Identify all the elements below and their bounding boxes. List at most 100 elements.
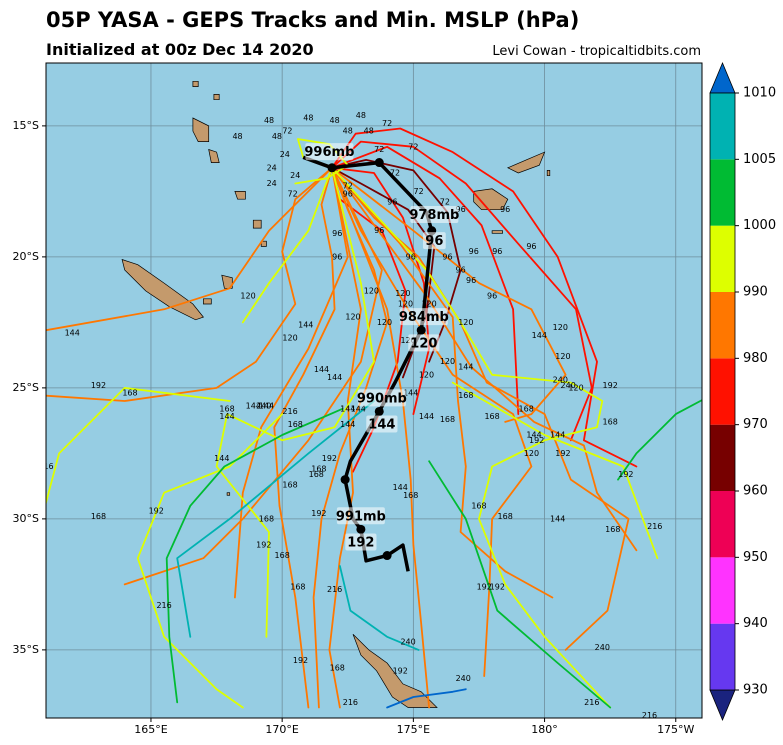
hour-label: 96 <box>455 205 465 214</box>
island <box>208 148 220 163</box>
mean-track-marker <box>327 163 337 173</box>
hour-label: 168 <box>311 465 326 474</box>
mean-track-label-text: 120 <box>410 336 437 351</box>
hour-label: 120 <box>421 300 436 309</box>
hour-label: 240 <box>240 724 255 733</box>
hour-label: 96 <box>406 252 416 261</box>
hour-label: 168 <box>403 491 418 500</box>
hour-label: 216 <box>38 462 53 471</box>
hour-label: 240 <box>595 643 610 652</box>
hour-label: 24 <box>290 171 300 180</box>
hour-label: 48 <box>232 132 242 141</box>
lon-tick-label: 165°E <box>134 723 167 736</box>
hour-label: 192 <box>175 737 190 745</box>
ensemble-track <box>331 166 567 423</box>
hour-label: 144 <box>458 362 473 371</box>
colorbar-label: 1010 <box>743 86 776 101</box>
hour-label: 216 <box>327 585 342 594</box>
ensemble-track <box>428 460 612 709</box>
mean-track-label-text: 996mb <box>304 145 354 160</box>
ensemble-track <box>46 166 333 402</box>
lat-tick-label: 15°S <box>13 119 39 132</box>
hour-label: 144 <box>65 328 80 337</box>
mean-track-label-box <box>366 415 398 433</box>
hour-label: 96 <box>332 252 342 261</box>
ensemble-track <box>386 688 467 709</box>
hour-label: 96 <box>374 226 384 235</box>
hour-label: 192 <box>393 666 408 675</box>
hour-label: 144 <box>259 402 274 411</box>
colorbar-segment <box>710 225 735 292</box>
hour-label: 168 <box>275 551 290 560</box>
mean-track-label-box <box>345 533 377 551</box>
hour-label: 96 <box>526 242 536 251</box>
hour-label: 72 <box>408 142 418 151</box>
land-layer <box>121 80 551 708</box>
mean-track-label: 978mb <box>409 205 459 223</box>
mean-track-label-text: 984mb <box>399 310 449 325</box>
hour-label: 48 <box>356 111 366 120</box>
chart-title: 05P YASA - GEPS Tracks and Min. MSLP (hP… <box>46 8 580 32</box>
hour-label: 96 <box>455 265 465 274</box>
hour-label: 120 <box>419 370 434 379</box>
lon-tick-label: 170°E <box>265 723 298 736</box>
mean-track-label-box <box>305 143 354 161</box>
hour-label: 144 <box>340 404 355 413</box>
hour-label: 168 <box>91 512 106 521</box>
mean-track-label-box <box>422 232 446 250</box>
ensemble-track <box>617 399 702 481</box>
colorbar-label: 960 <box>743 484 768 499</box>
mean-track-label: 192 <box>345 533 377 551</box>
mean-track-label-text: 144 <box>368 418 395 433</box>
ensemble-track <box>165 407 344 704</box>
island <box>213 94 220 101</box>
mean-track-marker <box>356 524 366 534</box>
hour-label: 168 <box>288 420 303 429</box>
hour-label: 120 <box>524 449 539 458</box>
island <box>226 492 231 496</box>
hour-label: 240 <box>256 402 271 411</box>
mean-track-label-text: 192 <box>347 535 374 550</box>
hour-label: 144 <box>340 420 355 429</box>
hour-label: 72 <box>414 187 424 196</box>
hour-label: 96 <box>466 276 476 285</box>
ensemble-track <box>176 400 375 638</box>
mean-track-label: 990mb <box>357 389 407 407</box>
hour-label: 72 <box>374 145 384 154</box>
hour-label: 192 <box>618 470 633 479</box>
island <box>121 258 204 321</box>
colorbar-segment <box>710 358 735 425</box>
mean-track-marker <box>340 475 350 485</box>
hour-label: 72 <box>390 169 400 178</box>
hour-label: 48 <box>303 114 313 123</box>
ensemble-track <box>338 565 420 651</box>
hour-label: 168 <box>309 470 324 479</box>
mean-track-marker <box>416 325 426 335</box>
hour-label: 48 <box>272 132 282 141</box>
hour-label: 96 <box>487 292 497 301</box>
hour-label: 48 <box>343 127 353 136</box>
mean-track-label-text: 978mb <box>409 208 459 223</box>
hour-label: 192 <box>477 583 492 592</box>
colorbar-label: 990 <box>743 285 768 300</box>
colorbar-label: 950 <box>743 550 768 565</box>
colorbar-segment <box>710 623 735 690</box>
hour-label: 168 <box>259 514 274 523</box>
mean-track-label-box <box>408 334 440 352</box>
mean-track-label-text: 991mb <box>336 509 386 524</box>
ensemble-track <box>331 166 431 709</box>
hour-label: 144 <box>393 483 408 492</box>
pressure-colorbar: 930 940 950 960 970 980 990 1000 1005 1010 <box>709 61 776 722</box>
lat-tick-label: 30°S <box>13 512 39 525</box>
colorbar-segment <box>710 292 735 359</box>
island <box>491 230 503 234</box>
map-axes: 15°S 20°S 25°S 30°S 35°S 165°E 170°E 175°E 180° 1… <box>13 119 695 736</box>
mean-track-label: 996mb <box>304 143 354 161</box>
lon-tick-label: 175°W <box>657 723 694 736</box>
hour-label: 216 <box>156 601 171 610</box>
ensemble-track <box>331 166 431 416</box>
hour-label: 120 <box>568 383 583 392</box>
island <box>260 240 267 247</box>
hour-label: 120 <box>398 300 413 309</box>
